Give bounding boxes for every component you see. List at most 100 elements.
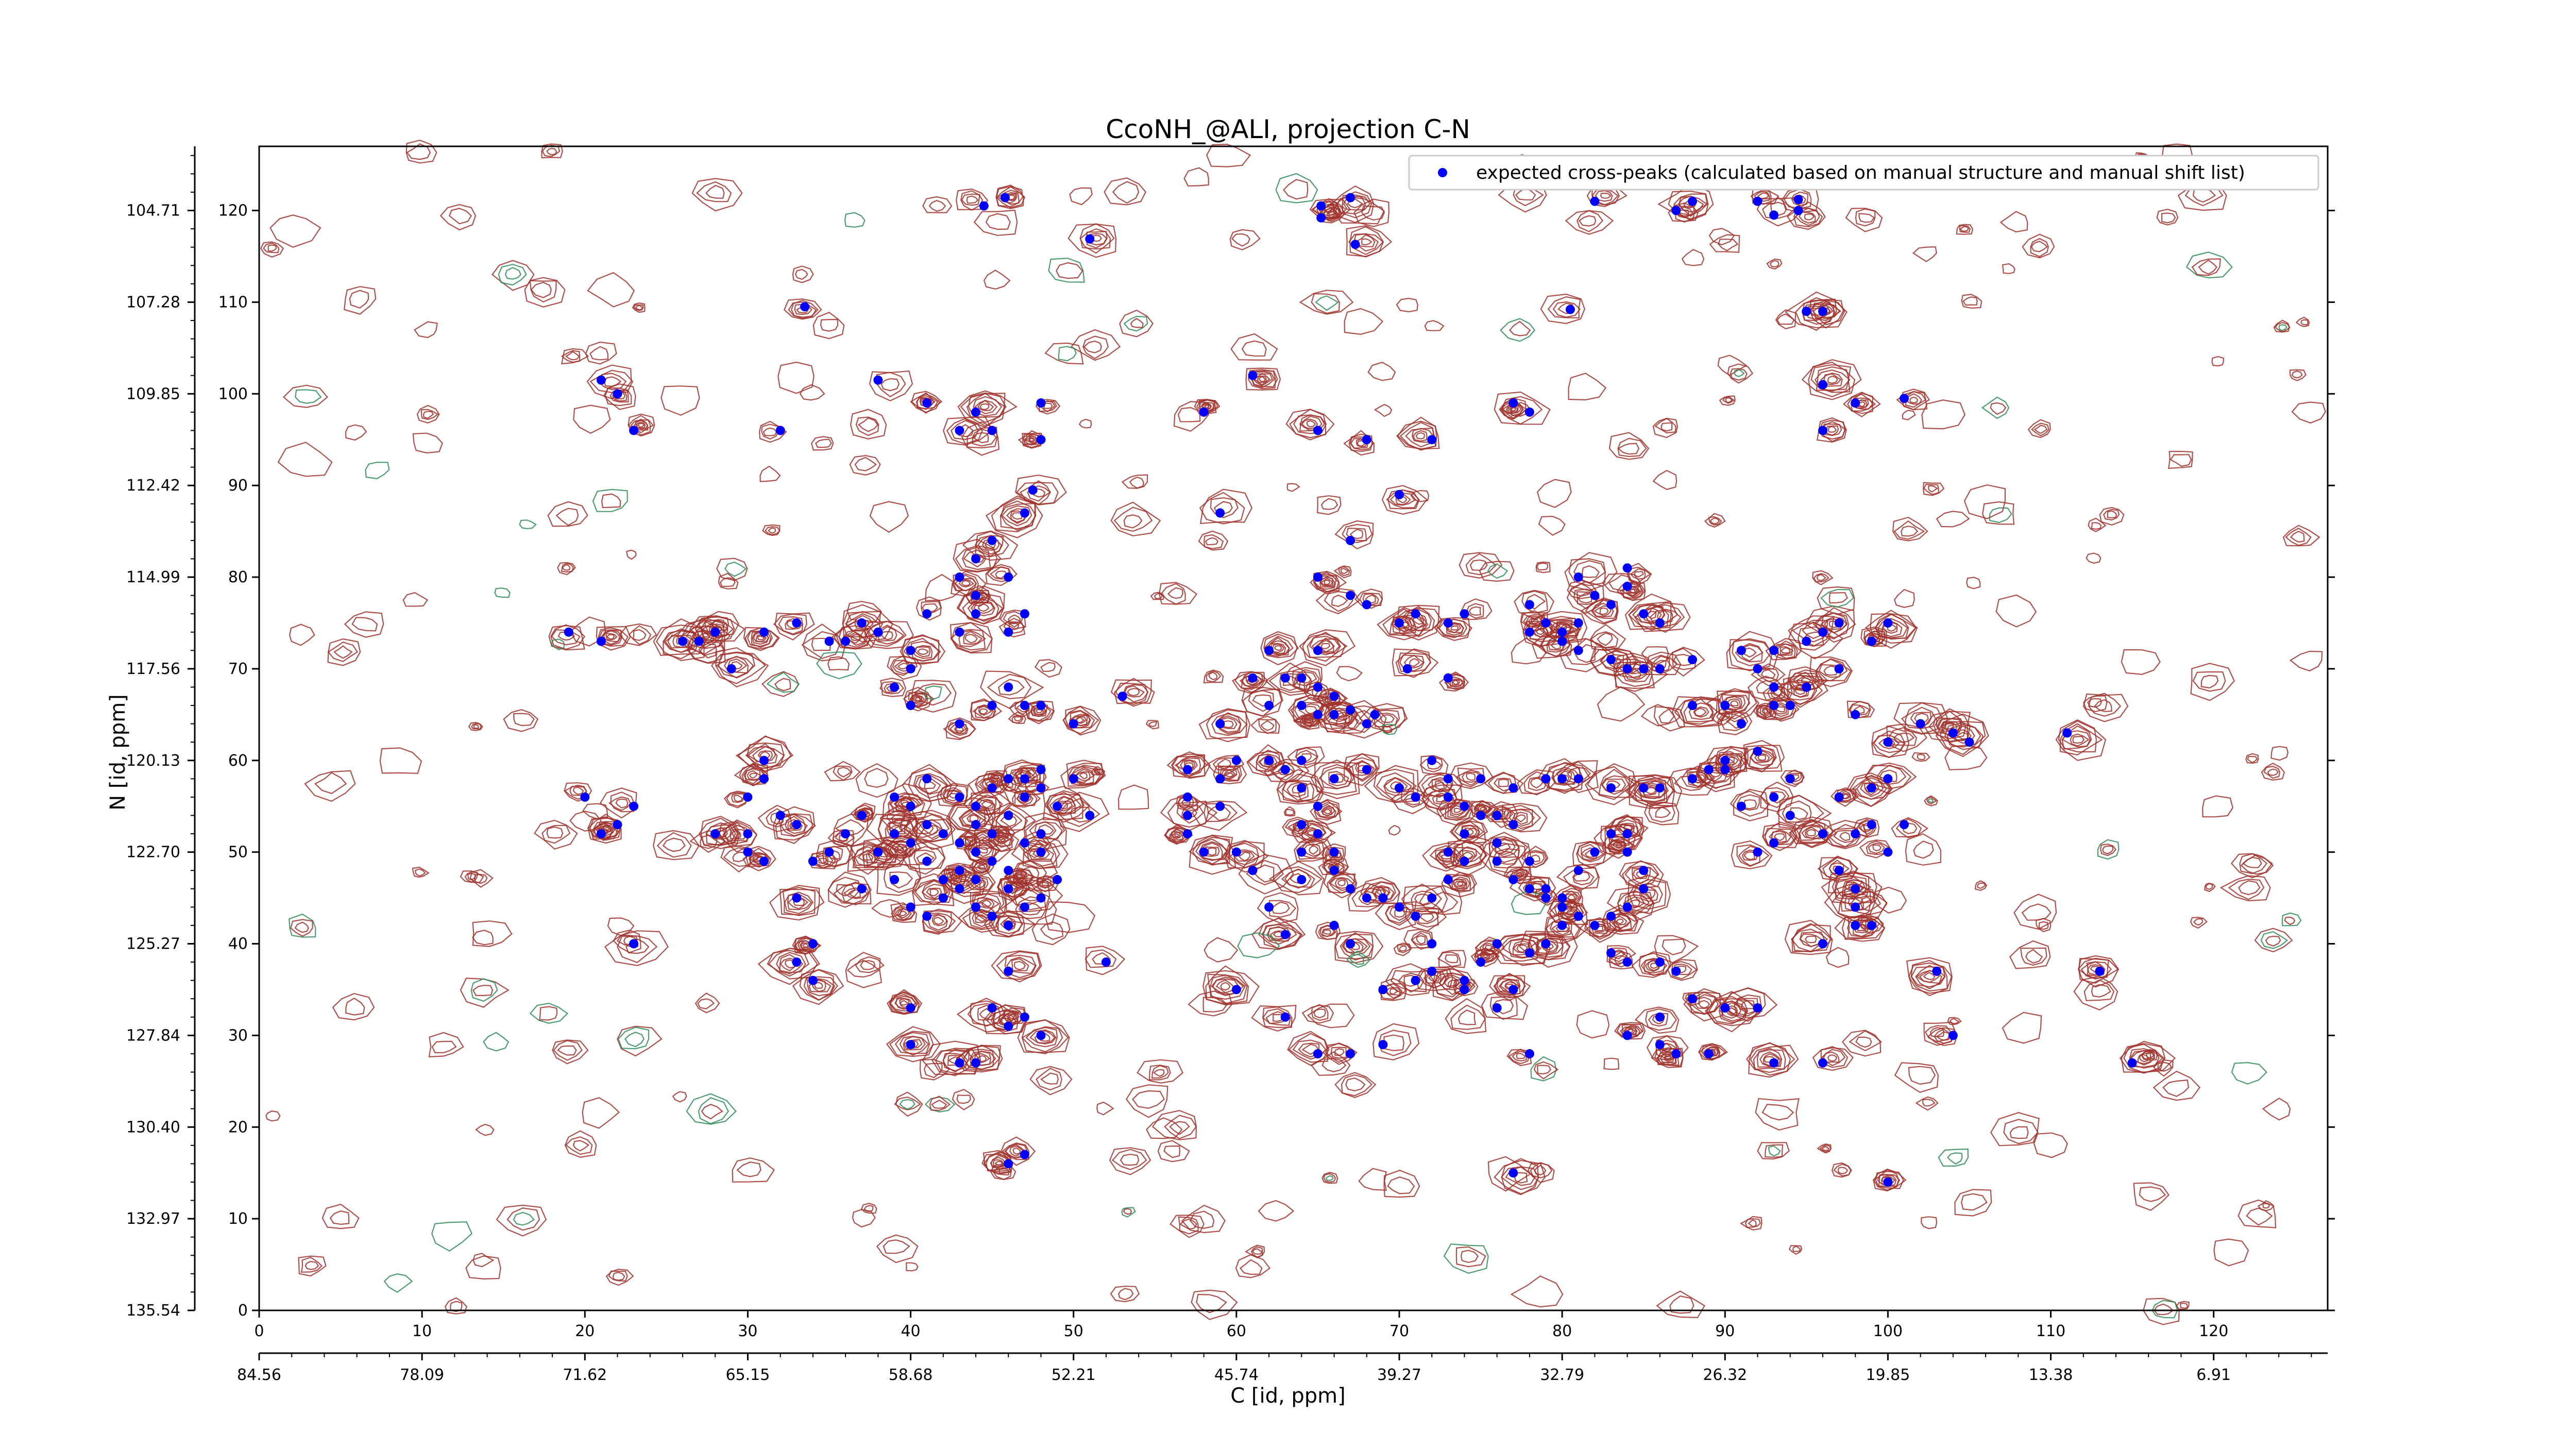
contour-line bbox=[1816, 574, 1826, 581]
contour-line bbox=[1776, 313, 1795, 325]
contour-line bbox=[766, 671, 800, 693]
contour-line bbox=[1902, 410, 1916, 420]
cross-peak-point bbox=[1785, 774, 1795, 784]
contour-line bbox=[1567, 894, 1575, 900]
contour-line bbox=[1446, 623, 1462, 634]
contour-line bbox=[1637, 784, 1660, 798]
contour-line bbox=[1823, 665, 1838, 676]
contour-line bbox=[1025, 1026, 1058, 1048]
contour-line bbox=[1438, 974, 1465, 990]
contour-line bbox=[801, 631, 840, 659]
contour-line bbox=[2156, 208, 2179, 226]
contour-line bbox=[530, 281, 552, 298]
contour-line bbox=[1578, 215, 1597, 227]
cross-peak-point bbox=[1671, 206, 1681, 215]
contour-line bbox=[1321, 1057, 1347, 1072]
contour-line bbox=[1576, 841, 1606, 869]
y-ppm-tick-label: 132.97 bbox=[126, 1210, 180, 1228]
contour-line bbox=[1250, 715, 1280, 734]
cross-peak-point bbox=[1329, 692, 1339, 701]
contour-line bbox=[1422, 843, 1464, 872]
contour-line bbox=[2059, 723, 2103, 756]
contour-line bbox=[1325, 1175, 1334, 1181]
contour-line bbox=[1449, 678, 1463, 687]
contour-line bbox=[1328, 771, 1349, 787]
cross-peak-point bbox=[1509, 820, 1518, 830]
cross-peak-point bbox=[987, 701, 997, 710]
contour-line bbox=[1466, 772, 1476, 781]
contour-line bbox=[985, 497, 1043, 538]
contour-line bbox=[1458, 1009, 1477, 1025]
contour-line bbox=[1792, 1245, 1801, 1252]
contour-line bbox=[1501, 396, 1543, 425]
cross-peak-point bbox=[1834, 792, 1844, 802]
contour-line bbox=[997, 679, 1025, 696]
contour-line bbox=[953, 538, 998, 573]
contour-line bbox=[1444, 976, 1461, 988]
cross-peak-point bbox=[1346, 1049, 1355, 1058]
contour-line bbox=[2061, 730, 2091, 748]
contour-line bbox=[1820, 372, 1843, 387]
contour-line bbox=[730, 828, 748, 840]
contour-line bbox=[553, 1040, 583, 1061]
contour-line bbox=[1478, 805, 1487, 812]
contour-line bbox=[1206, 754, 1245, 777]
contour-line bbox=[757, 635, 766, 641]
contour-line bbox=[1537, 1065, 1552, 1075]
y-ppm-tick-label: 135.54 bbox=[126, 1302, 180, 1320]
contour-line bbox=[1004, 1011, 1023, 1023]
contour-line bbox=[599, 787, 637, 819]
cross-peak-point bbox=[1313, 1049, 1323, 1058]
contour-line bbox=[491, 260, 535, 291]
cross-peak-point bbox=[775, 811, 785, 820]
contour-line bbox=[1682, 992, 1700, 1006]
contour-line bbox=[633, 304, 644, 311]
contour-line bbox=[980, 799, 993, 808]
contour-line bbox=[1905, 833, 1942, 866]
cross-peak-point bbox=[890, 875, 899, 884]
contour-line bbox=[592, 488, 628, 512]
contour-line bbox=[1251, 1005, 1297, 1032]
contour-line bbox=[966, 195, 979, 204]
contour-line bbox=[1409, 658, 1420, 667]
contour-line bbox=[1029, 1066, 1073, 1096]
cross-peak-point bbox=[1297, 701, 1307, 710]
contour-line bbox=[792, 265, 814, 283]
x-ppm-tick-label: 32.79 bbox=[1540, 1366, 1584, 1384]
contour-line bbox=[894, 1096, 922, 1110]
y-ppm-tick-label: 112.42 bbox=[126, 477, 180, 495]
contour-line bbox=[1664, 1055, 1672, 1061]
cross-peak-point bbox=[1932, 966, 1942, 976]
contour-line bbox=[1827, 426, 1837, 433]
contour-line bbox=[1704, 513, 1726, 528]
contour-line bbox=[698, 1097, 729, 1124]
cross-peak-point bbox=[1460, 801, 1469, 811]
contour-line bbox=[1762, 821, 1801, 848]
contour-line bbox=[469, 869, 494, 888]
contour-line bbox=[972, 704, 994, 719]
cross-peak-point bbox=[1183, 792, 1192, 802]
cross-peak-point bbox=[1948, 1031, 1958, 1040]
contour-line bbox=[931, 1050, 975, 1076]
cross-peak-point bbox=[906, 664, 916, 673]
contour-line bbox=[921, 601, 942, 614]
contour-line bbox=[876, 1234, 919, 1263]
contour-line bbox=[1123, 1208, 1132, 1215]
contour-line bbox=[1419, 913, 1434, 923]
cross-peak-point bbox=[1834, 664, 1844, 673]
cross-peak-point bbox=[955, 884, 964, 894]
contour-line bbox=[1810, 364, 1852, 393]
cross-peak-point bbox=[1818, 829, 1827, 839]
cross-peak-point bbox=[1736, 646, 1746, 655]
contour-line bbox=[1648, 1013, 1669, 1027]
cross-peak-point bbox=[1313, 829, 1323, 839]
contour-line bbox=[2170, 454, 2192, 467]
cross-peak-point bbox=[629, 426, 639, 435]
contour-line bbox=[926, 887, 942, 900]
contour-line bbox=[888, 824, 906, 835]
contour-line bbox=[1791, 194, 1806, 205]
contour-line bbox=[1833, 830, 1856, 844]
contour-line bbox=[1491, 838, 1520, 857]
contour-line bbox=[1207, 847, 1217, 856]
